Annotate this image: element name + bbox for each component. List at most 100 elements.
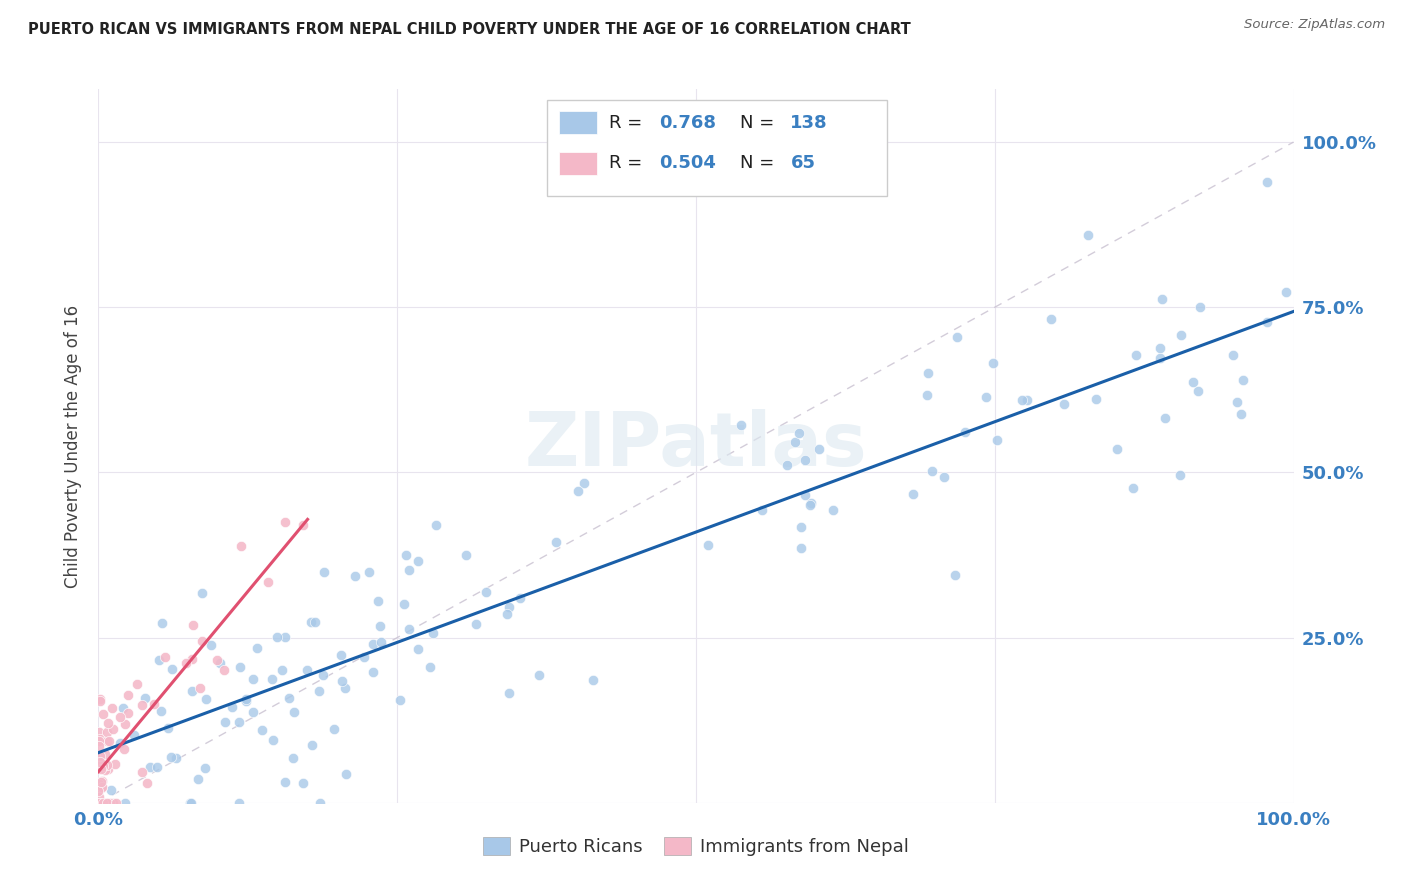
Point [90,781,112,796]
Point [150,704,173,718]
Point [953,425,976,439]
Point [274,515,297,529]
Point [96,733,118,747]
Point [406,642,429,657]
Point [582,673,605,688]
Point [229,660,252,674]
Point [125,676,148,690]
Point [100,783,122,797]
Point [408,554,430,568]
Point [91,796,114,810]
Point [87,725,110,739]
Point [1011,392,1033,407]
Point [214,715,236,730]
Point [266,630,288,644]
Point [1149,341,1171,355]
Point [274,630,297,644]
Point [388,693,411,707]
Point [1181,376,1204,390]
Point [117,689,139,703]
Point [1053,397,1076,411]
Point [165,750,187,764]
Point [89,755,111,769]
Point [181,683,204,698]
Text: 0.504: 0.504 [659,154,716,172]
Point [1187,384,1209,398]
Point [87,734,110,748]
Point [1017,393,1039,408]
Point [87,784,110,798]
Point [917,388,939,402]
Text: 0.768: 0.768 [659,114,716,132]
Point [1107,442,1129,457]
Point [98,796,121,810]
Point [138,760,160,774]
Point [94,763,117,777]
Point [174,656,197,670]
Point [87,739,110,753]
Point [544,534,567,549]
Point [398,622,420,636]
Point [136,776,159,790]
Point [97,734,120,748]
Bar [558,152,596,175]
Point [370,635,392,649]
Point [308,684,330,698]
Point [270,663,292,677]
Point [117,706,139,721]
Point [87,790,110,805]
Point [917,366,939,380]
Point [89,796,111,810]
Text: R =: R = [609,154,648,172]
Point [191,634,214,648]
Point [96,796,118,810]
Point [108,736,131,750]
Point [395,548,418,562]
Point [1149,351,1171,366]
Point [235,694,257,708]
Point [96,796,118,810]
Point [1170,467,1192,482]
Point [367,593,389,607]
Point [89,796,111,810]
Point [1125,348,1147,362]
Point [157,721,180,735]
Point [283,706,305,720]
Point [361,637,384,651]
Point [353,650,375,665]
Point [946,330,969,344]
Point [425,518,447,533]
Point [101,796,124,810]
Point [134,691,156,706]
Point [89,748,111,763]
Point [496,607,519,621]
Point [87,796,110,810]
Point [93,706,115,721]
Point [357,565,380,579]
Point [1275,285,1298,300]
Point [242,705,264,719]
Point [799,498,821,512]
Text: N =: N = [740,154,780,172]
Point [160,749,183,764]
Point [94,747,117,762]
Point [278,691,301,706]
Point [108,709,131,723]
Point [221,699,243,714]
Legend: Puerto Ricans, Immigrants from Nepal: Puerto Ricans, Immigrants from Nepal [478,831,914,862]
Point [235,692,257,706]
Point [101,722,124,736]
Point [87,796,110,810]
Point [1122,482,1144,496]
Point [1230,407,1253,421]
Point [90,762,112,776]
Point [155,649,177,664]
Point [299,615,322,630]
Point [1170,328,1192,343]
Point [330,673,353,688]
Text: ZIPatlas: ZIPatlas [524,409,868,483]
Point [195,691,218,706]
Point [323,723,346,737]
Point [180,796,202,810]
Point [257,574,280,589]
